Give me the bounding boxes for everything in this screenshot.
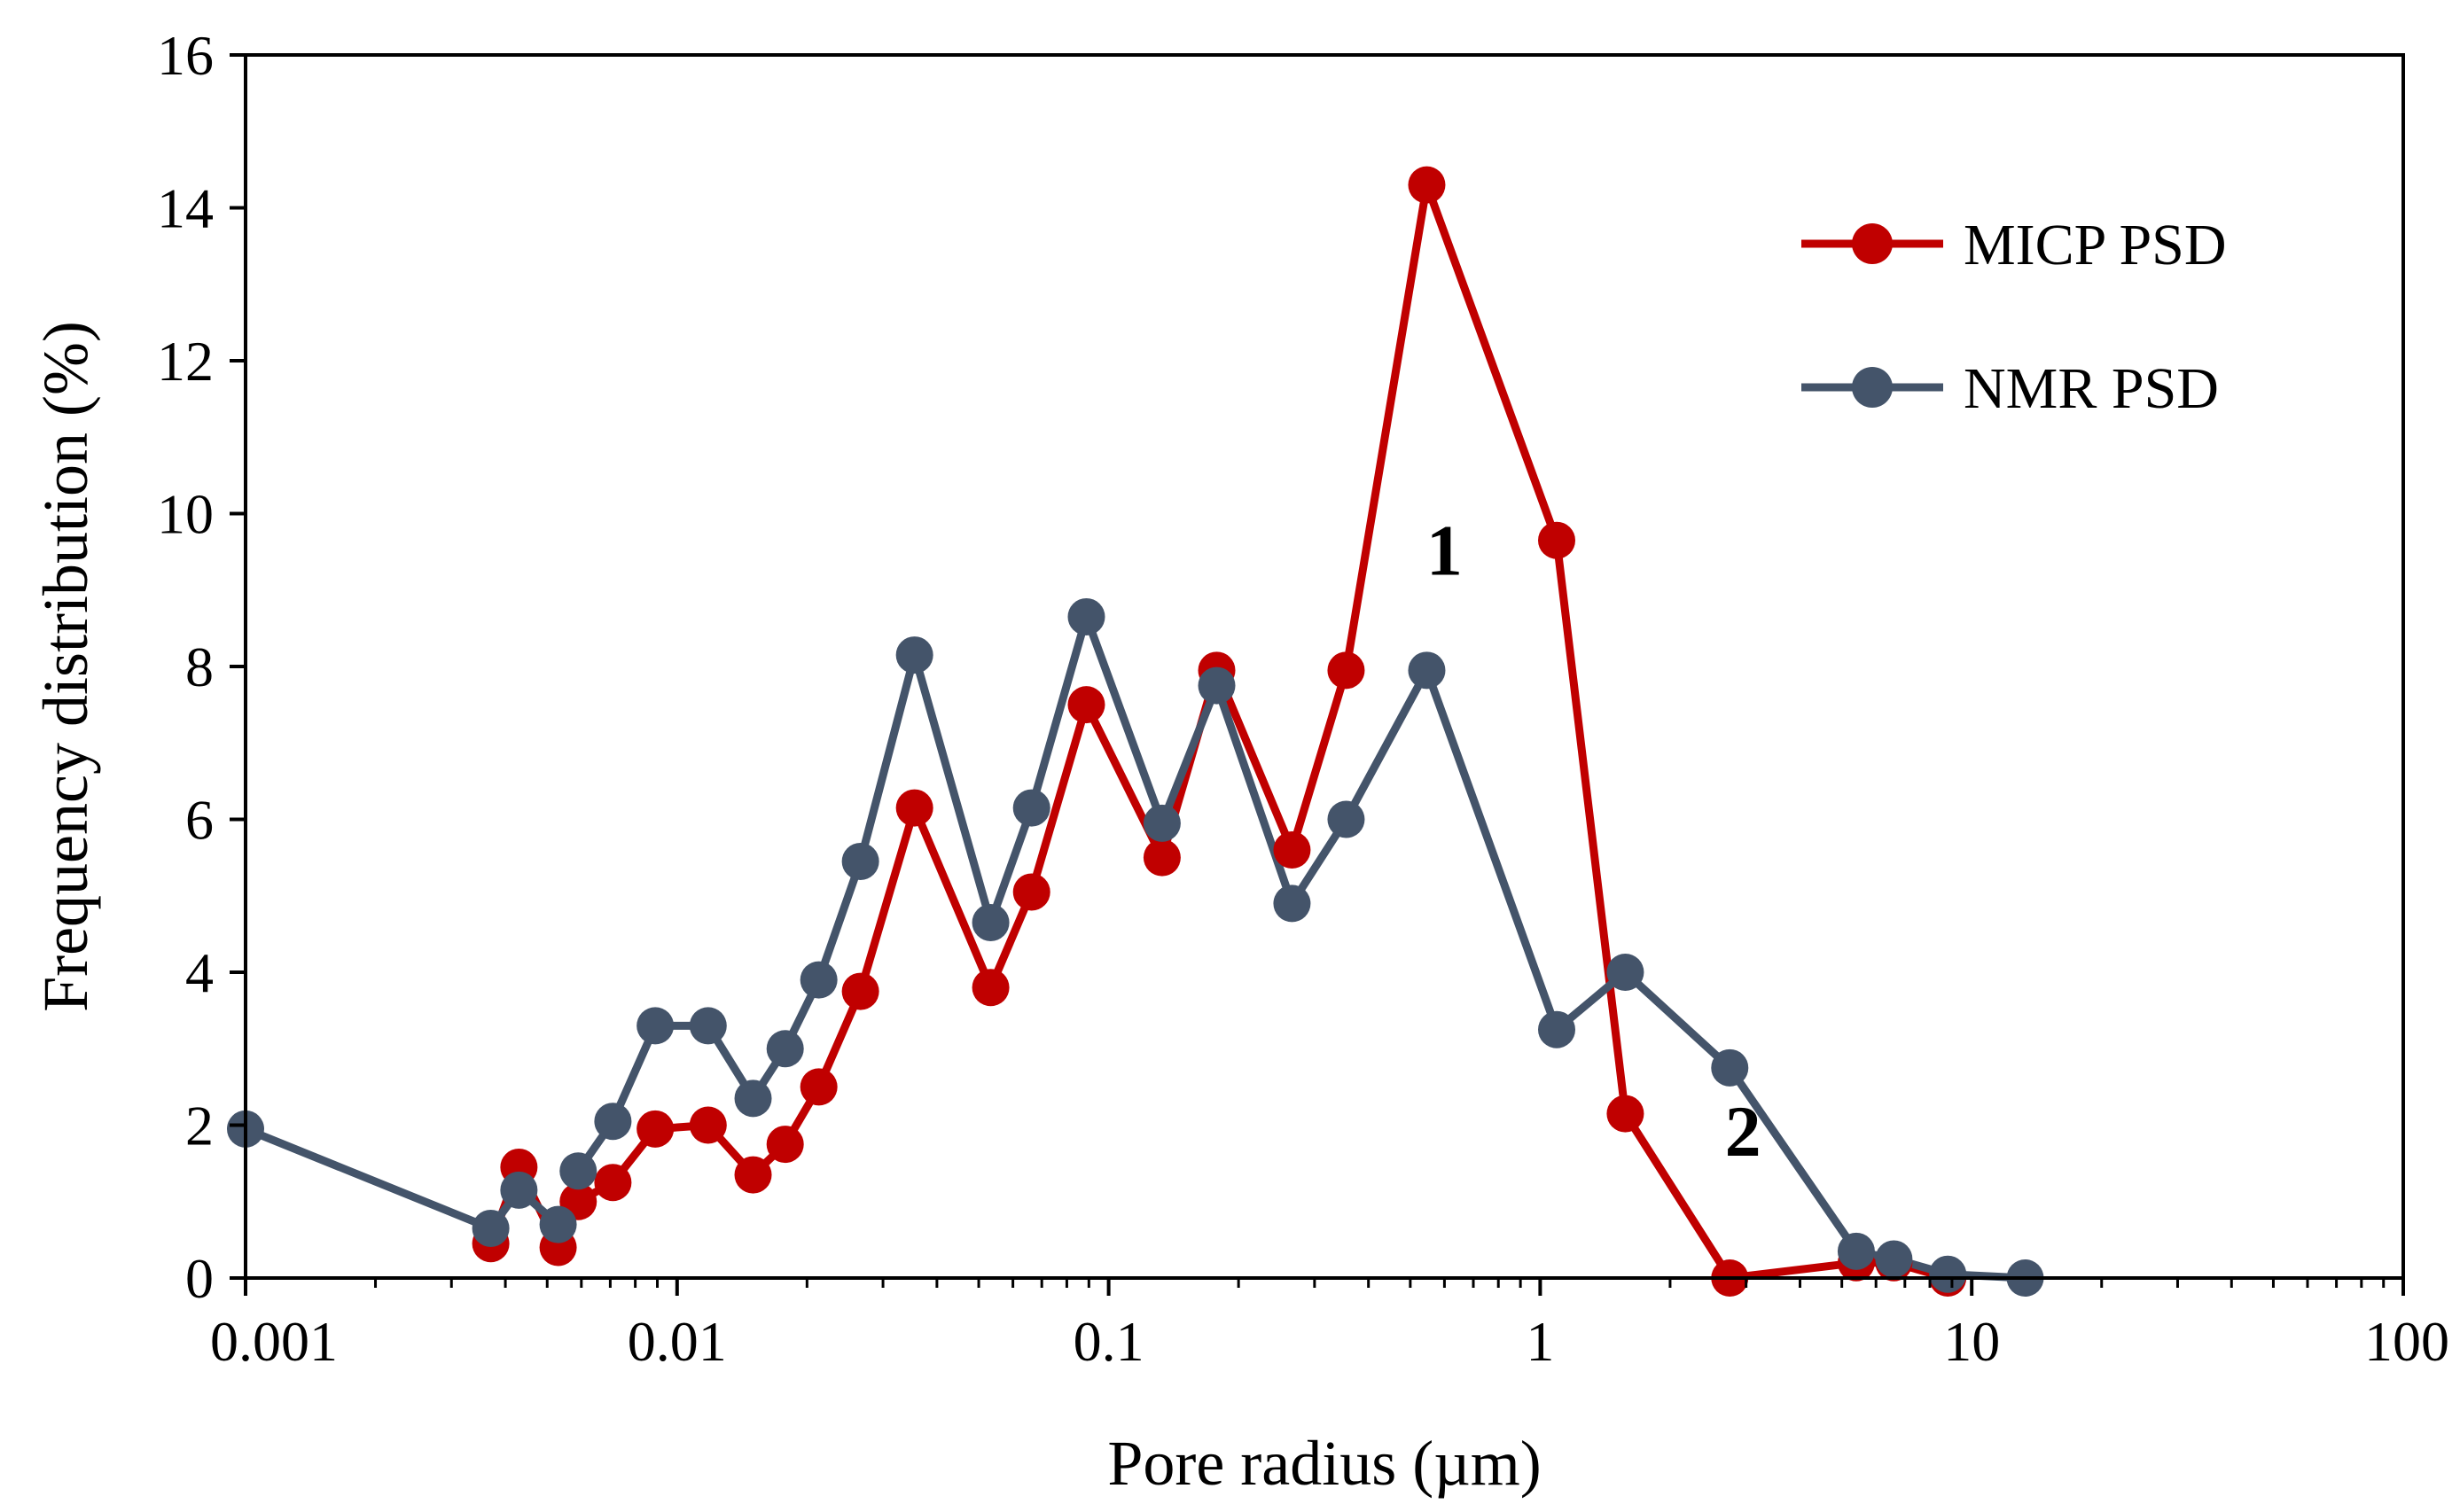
nmr-psd-point bbox=[1929, 1255, 1967, 1293]
nmr-psd-point bbox=[800, 961, 838, 999]
x-tick-label: 0.1 bbox=[1074, 1310, 1144, 1373]
x-tick-label: 0.01 bbox=[628, 1310, 727, 1373]
y-axis-title: Frequency distribution (%) bbox=[30, 321, 101, 1012]
legend: MICP PSD NMR PSD bbox=[1801, 213, 2227, 421]
micp-psd-point bbox=[1408, 166, 1446, 204]
nmr-psd-line bbox=[244, 612, 2026, 1282]
micp-psd-point bbox=[636, 1110, 675, 1148]
annotation-label: 1 bbox=[1426, 510, 1463, 591]
micp-psd-legend-label: MICP PSD bbox=[1964, 213, 2227, 277]
nmr-psd-point bbox=[636, 1007, 675, 1045]
nmr-psd-point bbox=[1875, 1240, 1913, 1278]
x-axis-title: Pore radius (µm) bbox=[1107, 1428, 1541, 1499]
y-tick-label: 6 bbox=[185, 789, 214, 852]
y-tick-label: 16 bbox=[157, 24, 214, 87]
micp-psd-point bbox=[1067, 686, 1105, 724]
nmr-psd-point bbox=[1711, 1048, 1749, 1087]
nmr-psd-point bbox=[1408, 651, 1446, 690]
micp-psd-point bbox=[766, 1126, 804, 1164]
micp-psd-point bbox=[1273, 831, 1311, 869]
nmr-psd-point bbox=[539, 1205, 577, 1243]
y-tick-label: 10 bbox=[157, 483, 214, 546]
x-tick-label: 1 bbox=[1526, 1310, 1554, 1373]
micp-psd-legend-swatch-marker bbox=[1852, 223, 1893, 264]
nmr-psd-point bbox=[1143, 804, 1181, 842]
nmr-psd-point bbox=[841, 842, 879, 880]
x-tick-label: 10 bbox=[1943, 1310, 2000, 1373]
nmr-psd-point bbox=[1067, 597, 1105, 635]
nmr-psd-point bbox=[1327, 800, 1365, 838]
y-tick-label: 8 bbox=[185, 635, 214, 698]
nmr-psd-point bbox=[594, 1103, 632, 1141]
micp-psd-point bbox=[972, 969, 1010, 1007]
micp-psd-point bbox=[1327, 651, 1365, 690]
micp-psd-point bbox=[734, 1156, 772, 1194]
nmr-psd-point bbox=[1538, 1010, 1576, 1048]
nmr-psd-point bbox=[972, 903, 1010, 941]
nmr-psd-point bbox=[1273, 885, 1311, 923]
nmr-psd-point bbox=[689, 1007, 727, 1045]
nmr-psd-point bbox=[1198, 666, 1236, 705]
micp-psd-point bbox=[689, 1106, 727, 1144]
nmr-psd-point bbox=[1837, 1232, 1875, 1270]
nmr-psd-point bbox=[734, 1079, 772, 1118]
micp-psd-point bbox=[1606, 1095, 1644, 1133]
y-tick-label: 2 bbox=[185, 1095, 214, 1157]
annotations: 12 bbox=[1426, 510, 1761, 1173]
series-markers bbox=[227, 166, 2044, 1297]
y-tick-label: 14 bbox=[157, 177, 214, 240]
micp-psd-point bbox=[800, 1068, 838, 1106]
micp-psd-point bbox=[841, 972, 879, 1010]
axis-ticks bbox=[230, 53, 2405, 1296]
y-tick-label: 0 bbox=[185, 1247, 214, 1310]
nmr-psd-point bbox=[895, 636, 933, 674]
y-tick-label: 12 bbox=[157, 330, 214, 393]
micp-psd-point bbox=[895, 789, 933, 827]
nmr-psd-point bbox=[472, 1209, 510, 1247]
nmr-psd-point bbox=[1606, 954, 1644, 991]
nmr-psd-point bbox=[559, 1152, 597, 1190]
x-tick-label: 100 bbox=[2364, 1310, 2449, 1373]
annotation-label: 2 bbox=[1725, 1091, 1761, 1172]
nmr-psd-point bbox=[766, 1030, 804, 1068]
y-tick-label: 4 bbox=[185, 941, 214, 1004]
nmr-psd-legend-swatch-marker bbox=[1852, 367, 1893, 408]
x-tick-label: 0.001 bbox=[210, 1310, 338, 1373]
nmr-psd-legend-label: NMR PSD bbox=[1964, 356, 2219, 421]
micp-psd-point bbox=[1538, 521, 1576, 559]
micp-psd-point bbox=[594, 1164, 632, 1202]
micp-psd-point bbox=[1143, 838, 1181, 877]
nmr-psd-point bbox=[500, 1171, 538, 1209]
nmr-psd-point bbox=[1012, 789, 1050, 827]
micp-psd-point bbox=[1012, 873, 1050, 911]
